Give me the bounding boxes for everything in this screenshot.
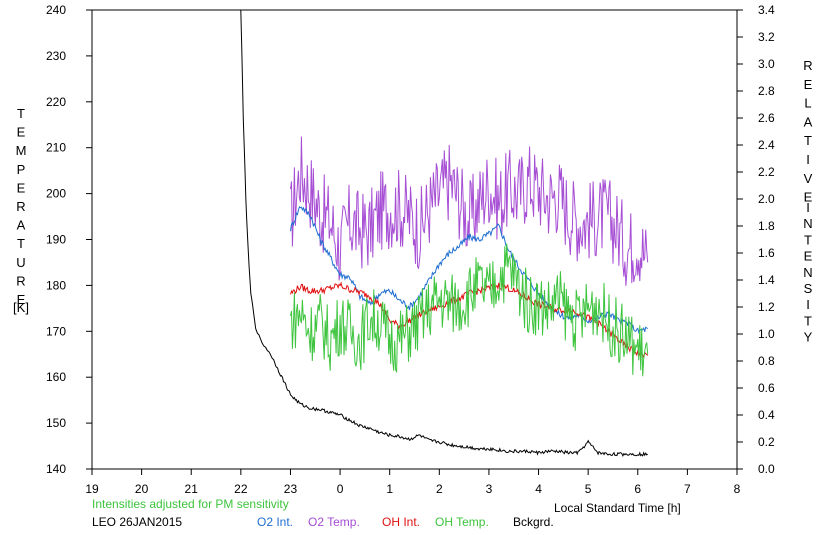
legend-entry-o2-int: O2 Int.: [257, 515, 293, 529]
y-right-label-letter: E: [804, 190, 813, 205]
y-left-tick-label: 160: [46, 370, 66, 384]
y-right-tick-label: 0.6: [758, 381, 775, 395]
y-right-label-letter: T: [804, 232, 812, 247]
legend-entry-oh-temp: OH Temp.: [435, 515, 489, 529]
y-right-tick-label: 3.0: [758, 57, 775, 71]
y-right-label-letter: V: [804, 171, 813, 186]
x-tick-label: 20: [135, 482, 149, 496]
note-text: Intensities adjusted for PM sensitivity: [92, 497, 289, 511]
y-left-tick-label: 230: [46, 49, 66, 63]
y-left-unit: [K]: [13, 300, 29, 315]
y-right-label-letter: E: [804, 249, 813, 264]
y-left-label-letter: E: [17, 180, 26, 195]
y-right-tick-label: 0.0: [758, 462, 775, 476]
y-right-label-letter: R: [803, 58, 812, 73]
y-right-tick-label: 1.8: [758, 219, 775, 233]
y-right-label-letter: Y: [804, 330, 813, 345]
x-tick-label: 3: [486, 482, 493, 496]
legend-entry-o2-temp: O2 Temp.: [308, 515, 360, 529]
y-left-label-letter: E: [17, 125, 26, 140]
y-right-label-letter: A: [804, 114, 813, 129]
y-right-tick-label: 3.2: [758, 30, 775, 44]
y-right-tick-label: 2.2: [758, 165, 775, 179]
x-tick-label: 21: [185, 482, 199, 496]
y-left-label-letter: A: [17, 218, 26, 233]
y-left-tick-label: 220: [46, 95, 66, 109]
x-tick-label: 0: [337, 482, 344, 496]
y-right-tick-label: 2.4: [758, 138, 775, 152]
y-right-tick-label: 0.8: [758, 354, 775, 368]
y-left-label-letter: R: [16, 199, 25, 214]
x-tick-label: 22: [234, 482, 248, 496]
x-tick-label: 1: [386, 482, 393, 496]
y-left-tick-label: 190: [46, 233, 66, 247]
x-axis-label: Local Standard Time [h]: [554, 501, 681, 515]
x-tick-label: 23: [284, 482, 298, 496]
series-line-o2-temp: [290, 136, 649, 286]
legend-entry-oh-int: OH Int.: [382, 515, 420, 529]
y-left-label-letter: R: [16, 273, 25, 288]
station-label: LEO 26JAN2015: [92, 515, 182, 529]
y-left-label-letter: M: [16, 143, 27, 158]
y-right-label-letter: L: [804, 96, 811, 111]
series-layer: [240, 9, 649, 457]
legend-entry-bckgrd: Bckgrd.: [513, 515, 554, 529]
y-right-tick-label: 1.6: [758, 246, 775, 260]
y-right-tick-label: 1.0: [758, 327, 775, 341]
x-tick-label: 6: [634, 482, 641, 496]
y-left-tick-label: 210: [46, 141, 66, 155]
series-line-bckgrd: [240, 9, 649, 457]
y-right-tick-label: 0.4: [758, 408, 775, 422]
y-left-label-letter: T: [17, 236, 25, 251]
y-left-label-letter: P: [17, 162, 26, 177]
y-left-tick-label: 150: [46, 416, 66, 430]
y-left-label-letter: E: [17, 292, 26, 307]
y-right-label-letter: N: [803, 265, 812, 280]
y-right-tick-label: 1.2: [758, 300, 775, 314]
y-left-tick-label: 170: [46, 324, 66, 338]
y-right-label-letter: T: [804, 313, 812, 328]
y-right-tick-label: 3.4: [758, 3, 775, 17]
y-right-label-letter: T: [804, 133, 812, 148]
y-right-label-letter: E: [804, 77, 813, 92]
series-line-oh-temp: [290, 243, 649, 377]
x-tick-label: 19: [85, 482, 99, 496]
y-left-tick-label: 200: [46, 187, 66, 201]
axes: 1401501601701801902002102202302400.00.20…: [46, 3, 775, 496]
y-right-label-letter: N: [803, 216, 812, 231]
x-tick-label: 4: [535, 482, 542, 496]
y-right-tick-label: 2.8: [758, 84, 775, 98]
y-right-label-letter: I: [806, 297, 810, 312]
y-left-label-letter: U: [16, 255, 25, 270]
x-tick-label: 8: [734, 482, 741, 496]
y-left-tick-label: 180: [46, 278, 66, 292]
series-line-o2-int: [290, 206, 648, 335]
y-right-tick-label: 1.4: [758, 273, 775, 287]
y-right-label-letter: S: [804, 281, 813, 296]
x-tick-label: 5: [585, 482, 592, 496]
y-right-tick-label: 0.2: [758, 435, 775, 449]
y-right-label-letter: I: [806, 200, 810, 215]
y-right-label-letter: I: [806, 152, 810, 167]
y-right-tick-label: 2.6: [758, 111, 775, 125]
y-left-tick-label: 240: [46, 3, 66, 17]
y-left-label-letter: T: [17, 106, 25, 121]
x-tick-label: 2: [436, 482, 443, 496]
y-right-tick-label: 2.0: [758, 192, 775, 206]
x-tick-label: 7: [684, 482, 691, 496]
y-left-tick-label: 140: [46, 462, 66, 476]
